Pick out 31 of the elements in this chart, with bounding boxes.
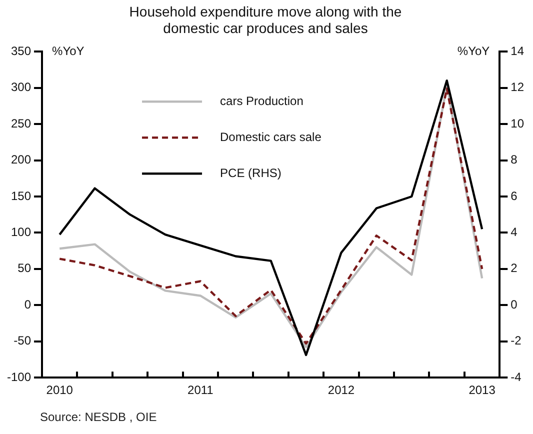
y-tick-label: 250 bbox=[10, 116, 32, 130]
x-tick-label: 2012 bbox=[328, 383, 355, 398]
y2-tick-label: -2 bbox=[510, 334, 522, 348]
y-tick-label: 150 bbox=[10, 188, 32, 203]
legend-label: Domestic cars sale bbox=[220, 130, 322, 144]
y2-tick-label: 0 bbox=[510, 297, 518, 312]
x-tick-label: 2011 bbox=[188, 383, 214, 398]
y-tick-label: 300 bbox=[10, 80, 32, 94]
y2-tick-label: 2 bbox=[510, 261, 518, 276]
y-tick-label: 200 bbox=[10, 152, 32, 167]
x-tick-label: 2013 bbox=[468, 383, 496, 398]
source-note: Source: NESDB , OIE bbox=[40, 410, 157, 424]
legend-label: cars Production bbox=[220, 94, 304, 108]
y-tick-label: 0 bbox=[24, 297, 32, 312]
y-axis-title: %YoY bbox=[52, 44, 84, 58]
y2-tick-label: 10 bbox=[510, 116, 524, 130]
y2-tick-label: 4 bbox=[510, 225, 518, 240]
y2-tick-label: -4 bbox=[510, 370, 522, 384]
y2-axis-title: %YoY bbox=[457, 44, 490, 58]
y2-tick-label: 14 bbox=[510, 44, 524, 58]
y-tick-label: 50 bbox=[18, 261, 32, 276]
chart-title: Household expenditure move along with the domestic car produces and sales bbox=[129, 3, 402, 36]
x-tick-label: 2010 bbox=[46, 383, 74, 398]
legend-label: PCE (RHS) bbox=[220, 166, 282, 180]
y-tick-label: -100 bbox=[6, 370, 32, 384]
y-tick-label: 100 bbox=[10, 225, 32, 240]
y-tick-label: -50 bbox=[14, 334, 32, 348]
y2-tick-label: 6 bbox=[510, 188, 518, 203]
y2-tick-label: 8 bbox=[510, 152, 518, 167]
y-tick-label: 350 bbox=[10, 44, 32, 58]
y2-tick-label: 12 bbox=[510, 80, 524, 94]
